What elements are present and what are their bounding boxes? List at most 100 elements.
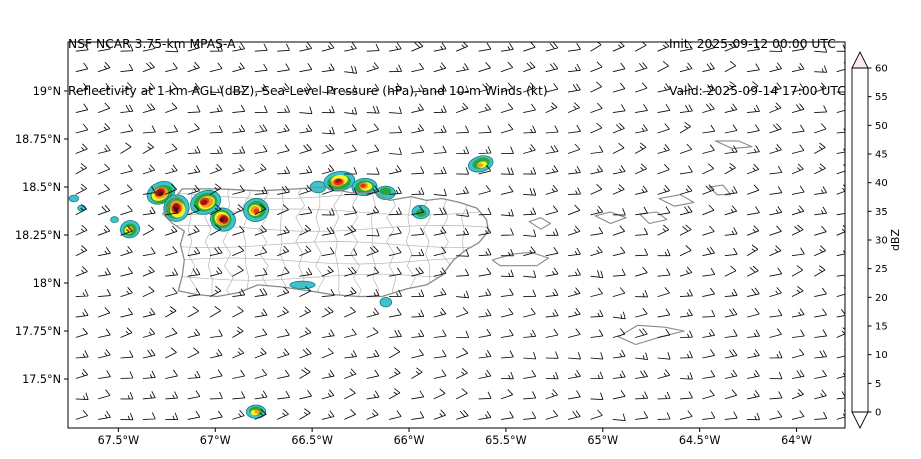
wind-barb — [232, 391, 246, 400]
wind-barb — [299, 285, 311, 297]
wind-barb — [679, 410, 693, 420]
wind-barb — [75, 409, 89, 420]
wind-barb — [769, 82, 782, 93]
wind-barb — [500, 307, 514, 318]
wind-barb — [478, 391, 492, 400]
wind-barb — [98, 247, 111, 257]
wind-barb — [277, 408, 289, 420]
axes: 67.5°W 67°W 66.5°W 66°W 65.5°W 65°W 64.5°W 64°W… — [15, 85, 812, 447]
wind-barb — [277, 185, 290, 195]
coastline-st-thomas — [594, 211, 627, 225]
wind-barb — [702, 184, 715, 195]
wind-barb — [165, 225, 178, 236]
wind-barb — [635, 124, 648, 134]
wind-barb — [389, 329, 402, 338]
wind-barb — [321, 265, 334, 277]
wind-barb — [814, 82, 827, 93]
wind-barb — [590, 165, 604, 175]
colorbar-tick-label: 0 — [875, 408, 881, 419]
wind-barb — [724, 103, 738, 114]
wind-barb — [299, 306, 311, 318]
wind-barb — [769, 206, 783, 216]
wind-barb — [75, 327, 88, 338]
wind-barb — [814, 350, 828, 359]
wind-barb — [209, 224, 222, 236]
wind-barb — [344, 248, 358, 257]
wind-barbs-layer — [75, 42, 845, 422]
wind-barb — [612, 122, 625, 134]
wind-barb — [254, 83, 268, 93]
wind-barb — [791, 410, 805, 420]
wind-barb — [523, 187, 537, 196]
lon-tick-label: 66.5°W — [291, 434, 333, 447]
storm-cell-layer — [68, 194, 80, 203]
wind-barb — [209, 85, 223, 94]
storm-cell-layer — [360, 183, 366, 188]
wind-barb — [657, 123, 670, 134]
wind-barb — [120, 225, 133, 236]
wind-barb — [702, 411, 716, 420]
wind-barb — [747, 145, 760, 154]
colorbar-under-arrow — [851, 411, 869, 430]
wind-barb — [724, 60, 737, 73]
lat-tick-label: 18.25°N — [15, 229, 61, 242]
wind-barb — [702, 62, 715, 73]
wind-barb — [500, 82, 514, 93]
wind-barb — [612, 287, 626, 298]
wind-barb — [769, 186, 783, 195]
wind-barb — [75, 62, 89, 73]
wind-barb — [679, 165, 693, 175]
wind-barb — [836, 410, 845, 420]
lat-tick-label: 17.5°N — [22, 373, 61, 386]
wind-barb — [523, 369, 537, 379]
wind-barb — [344, 85, 358, 93]
wind-barb — [456, 347, 469, 359]
wind-barb — [523, 411, 537, 420]
wind-barb — [433, 409, 446, 420]
wind-barb — [299, 327, 312, 338]
colorbar: 0 5 10 15 20 25 30 35 40 45 50 55 60 dBZ — [851, 50, 902, 430]
wind-barb — [702, 83, 716, 93]
wind-barb — [523, 42, 536, 52]
wind-barb — [209, 125, 223, 134]
wind-barb — [724, 411, 738, 420]
wind-barb — [747, 329, 760, 338]
wind-barb — [232, 62, 245, 73]
wind-barb — [769, 225, 782, 236]
wind-barb — [724, 265, 737, 277]
wind-barb — [545, 246, 559, 257]
wind-barb — [590, 329, 604, 338]
wind-barb — [321, 247, 335, 257]
wind-barb — [366, 289, 380, 298]
wind-barb — [232, 306, 244, 318]
wind-barb — [75, 143, 88, 154]
wind-barb — [165, 327, 178, 338]
wind-barb — [321, 306, 334, 318]
wind-barb — [478, 369, 492, 379]
wind-barb — [456, 85, 470, 93]
wind-barb — [75, 43, 89, 52]
wind-barb — [657, 164, 670, 175]
colorbar-tick-label: 25 — [875, 264, 888, 275]
wind-barb — [142, 82, 156, 93]
wind-barb — [567, 204, 581, 216]
wind-barb — [612, 370, 626, 379]
wind-barb — [165, 124, 179, 134]
wind-barb — [75, 289, 89, 298]
wind-barb — [209, 183, 222, 195]
wind-barb — [366, 185, 380, 195]
wind-barb — [814, 65, 828, 73]
wind-barb — [366, 123, 380, 134]
wind-barb — [433, 307, 447, 318]
wind-barb — [98, 267, 111, 277]
wind-barb — [389, 410, 402, 420]
wind-barb — [791, 265, 804, 277]
wind-barb — [187, 328, 201, 338]
wind-barb — [657, 60, 669, 73]
wind-barb — [568, 369, 581, 379]
wind-barb — [568, 42, 581, 52]
wind-barb — [165, 391, 179, 400]
wind-barb — [120, 267, 133, 277]
lon-tick-label: 67.5°W — [98, 434, 140, 447]
